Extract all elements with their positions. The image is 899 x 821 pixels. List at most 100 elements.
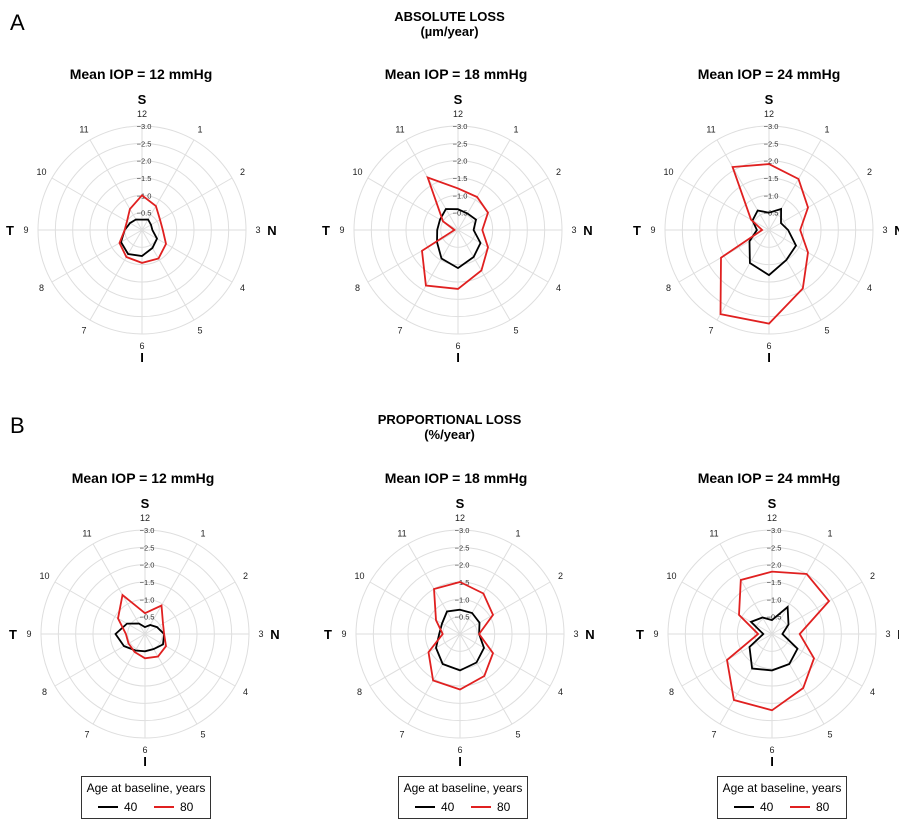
chart-title-b2: Mean IOP = 18 mmHg [384,470,528,486]
direction-label-temporal: T [322,223,330,238]
clock-label: 8 [666,283,671,293]
grid-spoke [459,581,551,635]
panel-a-letter: A [10,10,25,35]
clock-label: 5 [824,325,829,335]
series-line-age-40 [748,605,799,672]
clock-label: 9 [341,629,346,639]
radial-tick-label: −3.0 [140,526,155,535]
clock-label: 2 [870,571,875,581]
series-line-age-40 [435,608,485,672]
grid-spoke [771,543,825,635]
clock-label: 1 [513,125,518,135]
clock-label: 2 [867,167,872,177]
clock-label: 9 [26,629,31,639]
radial-tick-label: −2.5 [767,543,782,552]
clock-label: 5 [200,729,205,739]
radial-tick-label: −1.0 [453,191,468,200]
chart-title-a1: Mean IOP = 12 mmHg [69,66,213,82]
radial-tick-label: −2.0 [767,561,782,570]
grid-spoke [407,633,461,725]
direction-label-superior: S [765,92,774,107]
radial-tick-label: −2.5 [453,139,468,148]
radial-tick-label: −1.5 [764,174,779,183]
radial-tick-label: −0.5 [137,209,152,218]
radial-tick-label: −1.0 [140,595,155,604]
clock-label: 6 [142,745,147,755]
clock-label: 11 [397,529,406,539]
clock-label: 10 [355,571,365,581]
direction-label-temporal: T [633,223,641,238]
clock-label: 2 [243,571,248,581]
clock-label: 11 [706,125,715,135]
direction-label-nasal: N [270,627,279,642]
grid-spoke [89,139,143,231]
radial-tick-label: −1.0 [764,191,779,200]
grid-spoke [771,633,863,687]
direction-label-superior: S [456,496,465,511]
grid-spoke [144,543,198,635]
clock-label: 1 [200,529,205,539]
direction-label-inferior: I [770,754,774,769]
legend-label-40: 40 [124,800,138,814]
panel-b-letter: B [10,413,25,438]
clock-label: 8 [42,687,47,697]
radial-tick-label: −3.0 [455,526,470,535]
radial-tick-label: −1.5 [137,174,152,183]
radial-tick-label: −0.5 [764,209,779,218]
grid-spoke [141,139,195,231]
legend-item-40: 40 [415,799,454,815]
legend-item-80: 80 [154,799,193,815]
grid-spoke [89,229,143,321]
clock-label: 2 [558,571,563,581]
series-line-age-40 [120,218,159,257]
radial-tick-label: −2.5 [137,139,152,148]
clock-label: 9 [650,225,655,235]
legend-swatch-40 [98,806,118,808]
legend-item-80: 80 [471,799,510,815]
legend-3: Age at baseline, years 40 80 [717,776,847,819]
grid-spoke [719,633,773,725]
legend-title: Age at baseline, years [403,781,523,795]
radial-tick-label: −2.5 [764,139,779,148]
clock-label: 3 [571,225,576,235]
direction-label-nasal: N [583,223,592,238]
legend-label-80: 80 [816,800,830,814]
direction-label-temporal: T [6,223,14,238]
grid-spoke [681,581,773,635]
grid-spoke [457,229,549,283]
panel-a-subtitle: (µm/year) [420,24,479,39]
series-line-age-80 [421,176,489,290]
chart-title-b3: Mean IOP = 24 mmHg [697,470,841,486]
grid-spoke [54,581,146,635]
clock-label: 12 [137,109,147,119]
clock-label: 4 [558,687,563,697]
clock-label: 12 [140,513,150,523]
direction-label-inferior: I [767,350,771,365]
clock-label: 11 [709,529,718,539]
grid-spoke [51,229,143,283]
legend-label-80: 80 [180,800,194,814]
clock-label: 9 [23,225,28,235]
radial-tick-label: −3.0 [137,122,152,131]
grid-spoke [457,139,511,231]
clock-label: 11 [79,125,88,135]
radial-tick-label: −1.5 [767,578,782,587]
panel-a-title: ABSOLUTE LOSS [394,9,505,24]
grid-spoke [92,543,146,635]
legend-2: Age at baseline, years 40 80 [398,776,528,819]
clock-label: 7 [81,325,86,335]
grid-spoke [457,229,511,321]
clock-label: 7 [708,325,713,335]
grid-spoke [768,139,822,231]
clock-label: 5 [515,729,520,739]
grid-spoke [92,633,146,725]
clock-label: 12 [767,513,777,523]
legend-label-40: 40 [441,800,455,814]
clock-label: 3 [882,225,887,235]
legend-label-80: 80 [497,800,511,814]
radial-tick-label: −0.5 [455,613,470,622]
direction-label-inferior: I [140,350,144,365]
